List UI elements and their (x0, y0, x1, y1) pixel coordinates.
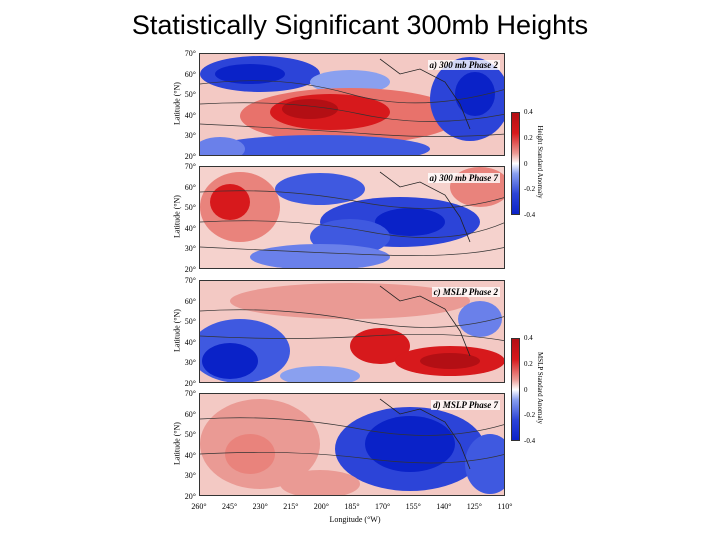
x-tick-label: 215° (283, 502, 299, 511)
y-tick-label: 20° (184, 379, 196, 388)
y-tick-label: 40° (184, 223, 196, 233)
y-axis-label: Latitude (°N) (172, 309, 182, 352)
y-tick-label: 40° (184, 337, 196, 347)
anomaly-map (200, 394, 504, 495)
x-axis-label: Longitude (°W) (329, 515, 381, 524)
y-tick-label: 20° (184, 265, 196, 274)
x-tick-label: 155° (405, 502, 421, 511)
y-axis-label: Latitude (°N) (172, 195, 182, 238)
colorbar-tick-label: 0.4 (524, 334, 533, 342)
y-tick-label: 60° (184, 296, 196, 306)
colorbar-tick-label: 0.4 (524, 108, 533, 116)
y-tick-label: 60° (184, 182, 196, 192)
x-tick-label: 110° (497, 502, 513, 511)
colorbar-mslp (511, 338, 520, 441)
panel-label: a) 300 mb Phase 2 (427, 60, 500, 70)
y-tick-label: 40° (184, 450, 196, 460)
y-tick-label: 60° (184, 69, 196, 79)
panel-label: d) MSLP Phase 7 (431, 400, 500, 410)
colorbar-tick-label: 0 (524, 159, 528, 168)
x-tick-label: 200° (313, 502, 329, 511)
colorbar-tick-label: -0.4 (524, 437, 536, 445)
colorbar-tick-label: -0.4 (524, 211, 536, 219)
y-tick-label: 60° (184, 409, 196, 419)
y-axis-label: Latitude (°N) (172, 422, 182, 465)
colorbar-tick-label: -0.2 (524, 185, 536, 194)
panel-mslp-phase7: d) MSLP Phase 7 (199, 393, 505, 496)
colorbar-height-label: Height Standard Anomaly (536, 125, 544, 199)
x-tick-label: 140° (436, 502, 452, 511)
x-tick-label: 125° (466, 502, 482, 511)
panel-mslp-phase2: c) MSLP Phase 2 (199, 280, 505, 383)
y-tick-label: 30° (184, 358, 196, 368)
anomaly-map (200, 54, 504, 155)
x-tick-label: 245° (221, 502, 238, 511)
anomaly-map (200, 281, 504, 382)
y-tick-label: 50° (184, 203, 196, 213)
y-tick-label: 70° (184, 162, 196, 171)
y-tick-label: 20° (184, 152, 196, 161)
y-tick-label: 30° (184, 244, 196, 254)
y-tick-label: 70° (184, 276, 196, 285)
slide-title: Statistically Significant 300mb Heights (131, 10, 589, 40)
colorbar-tick-label: -0.2 (524, 411, 536, 420)
colorbar-mslp-label: MSLP Standard Anomaly (536, 351, 544, 425)
x-tick-label: 185° (344, 502, 360, 511)
y-tick-label: 70° (184, 49, 196, 58)
y-tick-label: 70° (184, 389, 196, 398)
y-tick-label: 30° (184, 131, 196, 141)
y-axis-label: Latitude (°N) (172, 82, 182, 125)
panel-label: c) MSLP Phase 2 (431, 287, 500, 297)
y-tick-label: 20° (184, 492, 196, 501)
x-tick-label: 230° (252, 502, 268, 511)
y-tick-label: 40° (184, 110, 196, 120)
panel-300mb-phase7: a) 300 mb Phase 7 (199, 166, 505, 269)
colorbar-height (511, 112, 520, 215)
colorbar-tick-label: 0.2 (524, 359, 533, 368)
y-tick-label: 50° (184, 317, 196, 327)
x-tick-label: 170° (374, 502, 391, 511)
x-tick-label: 260° (191, 502, 207, 511)
y-tick-label: 50° (184, 90, 196, 100)
colorbar-tick-label: 0.2 (524, 133, 533, 142)
y-tick-label: 50° (184, 430, 196, 440)
panel-label: a) 300 mb Phase 7 (427, 173, 500, 183)
panel-300mb-phase2: a) 300 mb Phase 2 (199, 53, 505, 156)
colorbar-tick-label: 0 (524, 385, 528, 394)
y-tick-label: 30° (184, 471, 196, 481)
